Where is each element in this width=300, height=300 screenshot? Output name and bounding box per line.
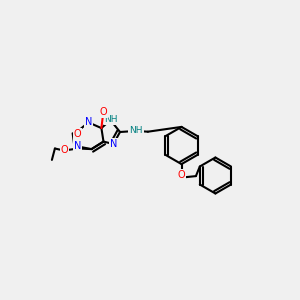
Text: O: O [178,170,185,180]
Text: N: N [74,141,81,152]
Text: NH: NH [129,126,143,135]
Text: N: N [110,139,117,149]
Text: O: O [74,129,81,139]
Text: O: O [61,145,68,155]
Text: O: O [99,107,107,117]
Text: NH: NH [105,116,118,124]
Text: N: N [85,117,92,128]
